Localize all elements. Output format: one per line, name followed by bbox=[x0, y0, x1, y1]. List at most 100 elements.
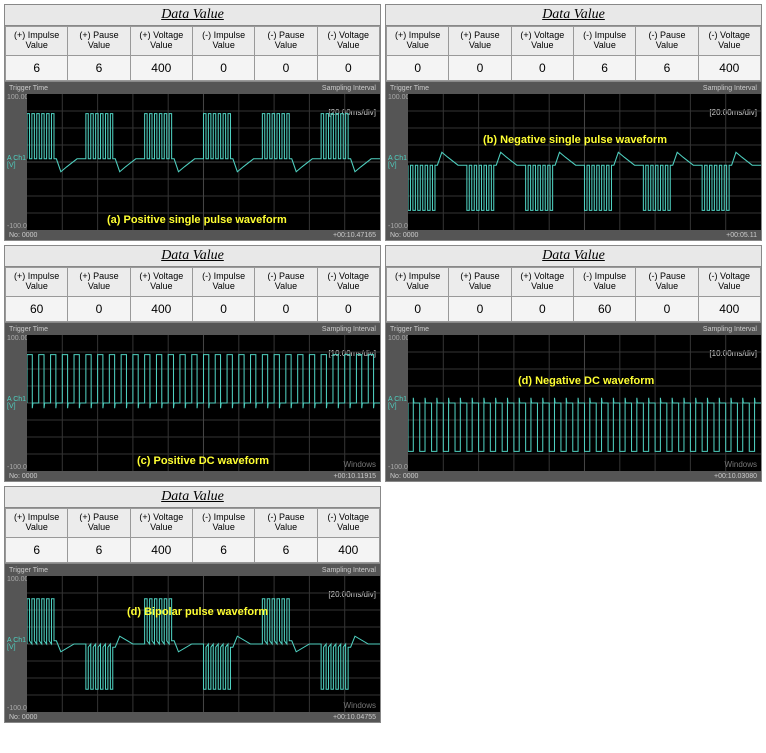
col-line1: (-) Pause bbox=[648, 271, 685, 281]
watermark: Windows bbox=[344, 701, 376, 710]
waveform-trace bbox=[408, 398, 761, 452]
watermark: Windows bbox=[344, 460, 376, 469]
data-cell: 6 bbox=[255, 538, 317, 563]
scale-mid: A Ch1 [V] bbox=[7, 396, 27, 410]
col-line1: (+) Pause bbox=[460, 271, 499, 281]
column-header: (-) VoltageValue bbox=[317, 27, 379, 56]
column-header: (+) ImpulseValue bbox=[6, 268, 68, 297]
data-cell: 6 bbox=[6, 56, 68, 81]
column-header: (+) PauseValue bbox=[68, 27, 130, 56]
col-line1: (-) Impulse bbox=[583, 30, 626, 40]
col-line2: Value bbox=[406, 40, 428, 50]
scope-area: [10.00ms/div] (d) Negative DC waveform W… bbox=[408, 335, 761, 471]
col-line2: Value bbox=[88, 522, 110, 532]
scope-topbar-right: Sampling Interval bbox=[703, 85, 757, 92]
waveform-svg bbox=[408, 335, 761, 471]
panel-d: Data Value(+) ImpulseValue(+) PauseValue… bbox=[385, 245, 762, 482]
col-line2: Value bbox=[718, 281, 740, 291]
col-line2: Value bbox=[150, 40, 172, 50]
waveform-caption: (a) Positive single pulse waveform bbox=[107, 214, 287, 226]
data-cell: 400 bbox=[130, 297, 192, 322]
scope-bb-right: +00:10.03080 bbox=[714, 473, 757, 480]
data-cell: 0 bbox=[387, 297, 449, 322]
column-header: (+) ImpulseValue bbox=[6, 27, 68, 56]
scope-area: [20.00ms/div] (a) Positive single pulse … bbox=[27, 94, 380, 230]
column-header: (-) PauseValue bbox=[636, 27, 698, 56]
panel-c: Data Value(+) ImpulseValue(+) PauseValue… bbox=[4, 245, 381, 482]
col-line1: (-) Pause bbox=[267, 271, 304, 281]
scale-mid: A Ch1 [V] bbox=[388, 155, 408, 169]
col-line1: (+) Voltage bbox=[139, 512, 183, 522]
scope-topbar-left: Trigger Time bbox=[390, 85, 429, 92]
scope-topbar: Trigger Time Sampling Interval bbox=[386, 323, 761, 335]
col-line1: (-) Voltage bbox=[328, 512, 370, 522]
col-line2: Value bbox=[212, 40, 234, 50]
col-line1: (+) Pause bbox=[79, 30, 118, 40]
scope-topbar: Trigger Time Sampling Interval bbox=[5, 323, 380, 335]
scope-topbar: Trigger Time Sampling Interval bbox=[5, 82, 380, 94]
col-line1: (+) Impulse bbox=[14, 271, 59, 281]
data-cell: 60 bbox=[6, 297, 68, 322]
col-line2: Value bbox=[25, 40, 47, 50]
scope-leftscale: 100.00 A Ch1 [V] -100.00 bbox=[5, 576, 27, 712]
col-line1: (-) Pause bbox=[267, 512, 304, 522]
col-line1: (+) Voltage bbox=[139, 30, 183, 40]
column-header: (-) ImpulseValue bbox=[573, 268, 635, 297]
col-line1: (+) Voltage bbox=[139, 271, 183, 281]
scope-bb-left: No: 0000 bbox=[9, 473, 37, 480]
scale-mid: A Ch1 [V] bbox=[388, 396, 408, 410]
scale-top: 100.00 bbox=[7, 94, 28, 101]
col-line2: Value bbox=[275, 40, 297, 50]
column-header: (-) VoltageValue bbox=[698, 268, 760, 297]
scale-mid: A Ch1 [V] bbox=[7, 637, 27, 651]
scope-topbar-left: Trigger Time bbox=[9, 567, 48, 574]
col-line2: Value bbox=[88, 40, 110, 50]
col-line2: Value bbox=[212, 522, 234, 532]
col-line2: Value bbox=[25, 281, 47, 291]
column-header: (-) ImpulseValue bbox=[192, 27, 254, 56]
panel-header: Data Value bbox=[5, 246, 380, 267]
panel-a: Data Value(+) ImpulseValue(+) PauseValue… bbox=[4, 4, 381, 241]
column-header: (+) VoltageValue bbox=[130, 268, 192, 297]
oscilloscope: Trigger Time Sampling Interval 100.00 A … bbox=[386, 322, 761, 481]
data-cell: 400 bbox=[698, 56, 760, 81]
data-cell: 6 bbox=[68, 56, 130, 81]
data-cell: 6 bbox=[6, 538, 68, 563]
column-header: (-) VoltageValue bbox=[317, 509, 379, 538]
col-line1: (-) Voltage bbox=[328, 30, 370, 40]
column-header: (+) VoltageValue bbox=[130, 27, 192, 56]
data-cell: 0 bbox=[317, 56, 379, 81]
col-line2: Value bbox=[275, 281, 297, 291]
col-line1: (+) Impulse bbox=[395, 271, 440, 281]
column-header: (+) ImpulseValue bbox=[6, 509, 68, 538]
panel-header: Data Value bbox=[386, 246, 761, 267]
col-line2: Value bbox=[88, 281, 110, 291]
column-header: (+) ImpulseValue bbox=[387, 268, 449, 297]
col-line1: (+) Impulse bbox=[14, 30, 59, 40]
data-cell: 0 bbox=[68, 297, 130, 322]
col-line1: (-) Pause bbox=[267, 30, 304, 40]
scope-topbar-left: Trigger Time bbox=[390, 326, 429, 333]
scope-bottombar: No: 0000 +00:10.04755 bbox=[5, 712, 380, 722]
panel-header: Data Value bbox=[386, 5, 761, 26]
data-table: (+) ImpulseValue(+) PauseValue(+) Voltag… bbox=[386, 26, 761, 81]
data-cell: 0 bbox=[192, 56, 254, 81]
col-line2: Value bbox=[150, 281, 172, 291]
data-cell: 60 bbox=[573, 297, 635, 322]
scope-leftscale: 100.00 A Ch1 [V] -100.00 bbox=[386, 335, 408, 471]
data-cell: 0 bbox=[387, 56, 449, 81]
scope-leftscale: 100.00 A Ch1 [V] -100.00 bbox=[386, 94, 408, 230]
col-line2: Value bbox=[469, 281, 491, 291]
column-header: (+) PauseValue bbox=[68, 268, 130, 297]
scope-area: [10.00ms/div] (c) Positive DC waveform W… bbox=[27, 335, 380, 471]
data-cell: 400 bbox=[130, 538, 192, 563]
scope-bb-left: No: 0000 bbox=[390, 473, 418, 480]
data-cell: 0 bbox=[192, 297, 254, 322]
scope-bottombar: No: 0000 +00:10.11915 bbox=[5, 471, 380, 481]
col-line2: Value bbox=[469, 40, 491, 50]
scope-bb-right: +00:10.04755 bbox=[333, 714, 376, 721]
data-cell: 6 bbox=[636, 56, 698, 81]
scope-bb-right: +00:05.11 bbox=[726, 232, 757, 239]
column-header: (-) VoltageValue bbox=[698, 27, 760, 56]
scope-topbar: Trigger Time Sampling Interval bbox=[386, 82, 761, 94]
